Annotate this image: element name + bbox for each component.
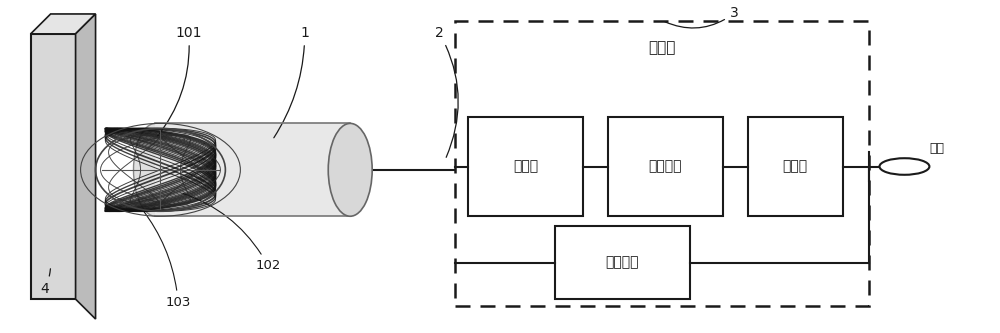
Text: 2: 2 [435,26,458,157]
Text: 4: 4 [41,269,50,295]
Polygon shape [76,14,96,319]
Text: 输出: 输出 [929,142,944,155]
Polygon shape [31,34,76,299]
Text: 振荡器: 振荡器 [513,160,538,173]
Text: 放大器: 放大器 [783,160,808,173]
Ellipse shape [134,124,177,216]
Bar [455,21,869,306]
Text: 3: 3 [665,6,738,28]
Ellipse shape [328,124,372,216]
Polygon shape [31,14,96,34]
Bar [555,226,690,299]
Text: 线性补偿: 线性补偿 [606,256,639,270]
Text: 前置器: 前置器 [649,41,676,56]
Bar [608,117,723,216]
Text: 102: 102 [183,193,281,272]
Bar [748,117,843,216]
Bar [468,117,583,216]
Text: 1: 1 [274,26,309,138]
Text: 101: 101 [157,26,202,137]
Text: 103: 103 [142,209,191,309]
Bar [155,124,350,216]
Text: 检测电路: 检测电路 [649,160,682,173]
